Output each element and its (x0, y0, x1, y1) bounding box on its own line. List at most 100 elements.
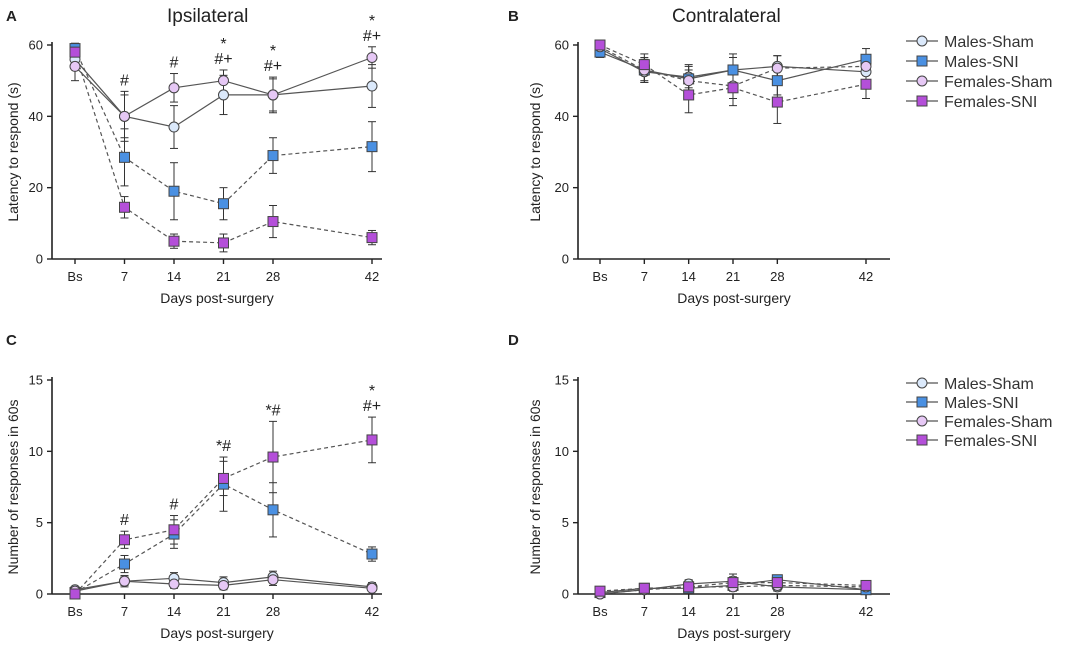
x-tick-label: 28 (266, 269, 280, 284)
x-tick-label: 7 (121, 604, 128, 619)
y-tick-label: 60 (29, 38, 43, 53)
panel-title-a: Ipsilateral (167, 6, 248, 27)
data-point-males-sni (119, 558, 130, 570)
series-line-males-sni (74, 48, 373, 205)
data-point-males-sham (366, 80, 378, 92)
y-tick-label: 60 (555, 38, 569, 53)
data-point-females-sham (168, 578, 180, 590)
y-tick-label: 5 (562, 515, 569, 530)
data-point-females-sni (860, 78, 872, 90)
significance-label: *# (265, 402, 280, 419)
series-line-males-sni (74, 483, 373, 594)
data-point-females-sham (771, 62, 783, 74)
x-tick-label: 28 (770, 604, 784, 619)
x-tick-label: 28 (770, 269, 784, 284)
y-axis-title: Number of responses in 60s (5, 399, 21, 574)
plot-panel-b: 0 20 40 60 Bs 7 14 21 28 42 Days post-surgery Laten… (527, 38, 890, 306)
x-axis-title: Days post-surgery (677, 290, 791, 306)
significance-label: #+ (264, 58, 282, 75)
y-axis-title: Number of responses in 60s (527, 399, 543, 574)
legend-label: Females-Sham (944, 74, 1052, 91)
series-line-females-sham (74, 56, 373, 118)
data-point-females-sni (683, 89, 695, 101)
x-tick-label: 7 (121, 269, 128, 284)
legend-item-females-sni: Females-SNI (906, 433, 1037, 450)
significance-label: * (220, 36, 226, 53)
legend-item-females-sham: Females-Sham (906, 414, 1052, 431)
x-axis-title: Days post-surgery (677, 625, 791, 641)
data-point-females-sni (771, 96, 783, 108)
data-point-females-sni (168, 524, 180, 536)
x-tick-label: 14 (681, 604, 695, 619)
data-point-females-sham (119, 110, 130, 122)
x-tick-label: Bs (67, 604, 83, 619)
data-point-males-sni (727, 64, 739, 76)
x-tick-label: 42 (859, 604, 873, 619)
significance-label: *# (216, 438, 231, 455)
data-point-males-sham (168, 121, 180, 133)
legend-item-females-sham: Females-Sham (906, 74, 1052, 91)
data-point-females-sni (366, 434, 378, 446)
x-tick-label: 42 (365, 604, 379, 619)
y-tick-label: 40 (29, 109, 43, 124)
data-point-males-sni (366, 141, 378, 153)
data-point-females-sni (727, 577, 739, 589)
legend-top: Males-Sham Males-SNI Females-Sham Female… (906, 34, 1052, 111)
data-point-females-sni (771, 577, 783, 589)
panel-letter-a: A (6, 8, 17, 25)
x-axis-title: Days post-surgery (160, 625, 274, 641)
legend-label: Males-Sham (944, 376, 1034, 393)
panel-letter-d: D (508, 332, 519, 349)
significance-label: * (270, 43, 276, 60)
series-line-females-sham (599, 584, 867, 595)
legend-item-males-sni: Males-SNI (906, 54, 1019, 71)
x-axis-title: Days post-surgery (160, 290, 274, 306)
data-point-females-sni (594, 39, 606, 51)
legend-label: Males-SNI (944, 395, 1019, 412)
y-axis-title: Latency to respond (s) (5, 82, 21, 221)
series-line-females-sham (74, 579, 373, 592)
data-point-females-sni (119, 201, 130, 213)
data-point-females-sham (267, 89, 279, 101)
legend-circle-marker (916, 35, 928, 47)
panel-title-b: Contralateral (672, 6, 781, 27)
data-point-females-sni (218, 472, 229, 484)
series-line-males-sni (599, 51, 867, 82)
series-line-males-sham (599, 48, 867, 78)
data-point-females-sni (69, 588, 81, 600)
x-tick-label: 14 (681, 269, 695, 284)
significance-label: # (120, 72, 129, 89)
data-point-females-sham (366, 51, 378, 63)
x-tick-label: 21 (726, 604, 740, 619)
data-point-males-sni (771, 75, 783, 87)
legend-label: Females-Sham (944, 414, 1052, 431)
data-point-females-sham (119, 575, 130, 587)
x-tick-label: 14 (167, 604, 181, 619)
x-tick-label: 28 (266, 604, 280, 619)
legend-label: Females-SNI (944, 94, 1037, 111)
legend-circle-marker (916, 75, 928, 87)
significance-label: #+ (363, 28, 381, 45)
data-point-males-sni (366, 548, 378, 560)
data-point-females-sham (267, 574, 279, 586)
data-point-females-sni (218, 237, 229, 249)
plot-panel-a: 0 20 40 60 Bs 7 14 21 28 42 Days post-surgery Laten… (5, 13, 382, 306)
x-tick-label: 42 (365, 269, 379, 284)
data-point-males-sni (218, 198, 229, 210)
data-point-females-sham (683, 75, 695, 87)
data-point-males-sham (218, 89, 229, 101)
data-point-females-sni (594, 585, 606, 597)
significance-label: * (369, 383, 375, 400)
x-tick-label: 21 (726, 269, 740, 284)
x-tick-label: 7 (641, 604, 648, 619)
y-tick-label: 0 (562, 252, 569, 267)
y-axis-title: Latency to respond (s) (527, 82, 543, 221)
significance-label: # (170, 55, 179, 72)
significance-label: # (120, 512, 129, 529)
significance-label: #+ (214, 51, 232, 68)
y-tick-label: 20 (555, 180, 569, 195)
data-point-females-sham (860, 60, 872, 72)
